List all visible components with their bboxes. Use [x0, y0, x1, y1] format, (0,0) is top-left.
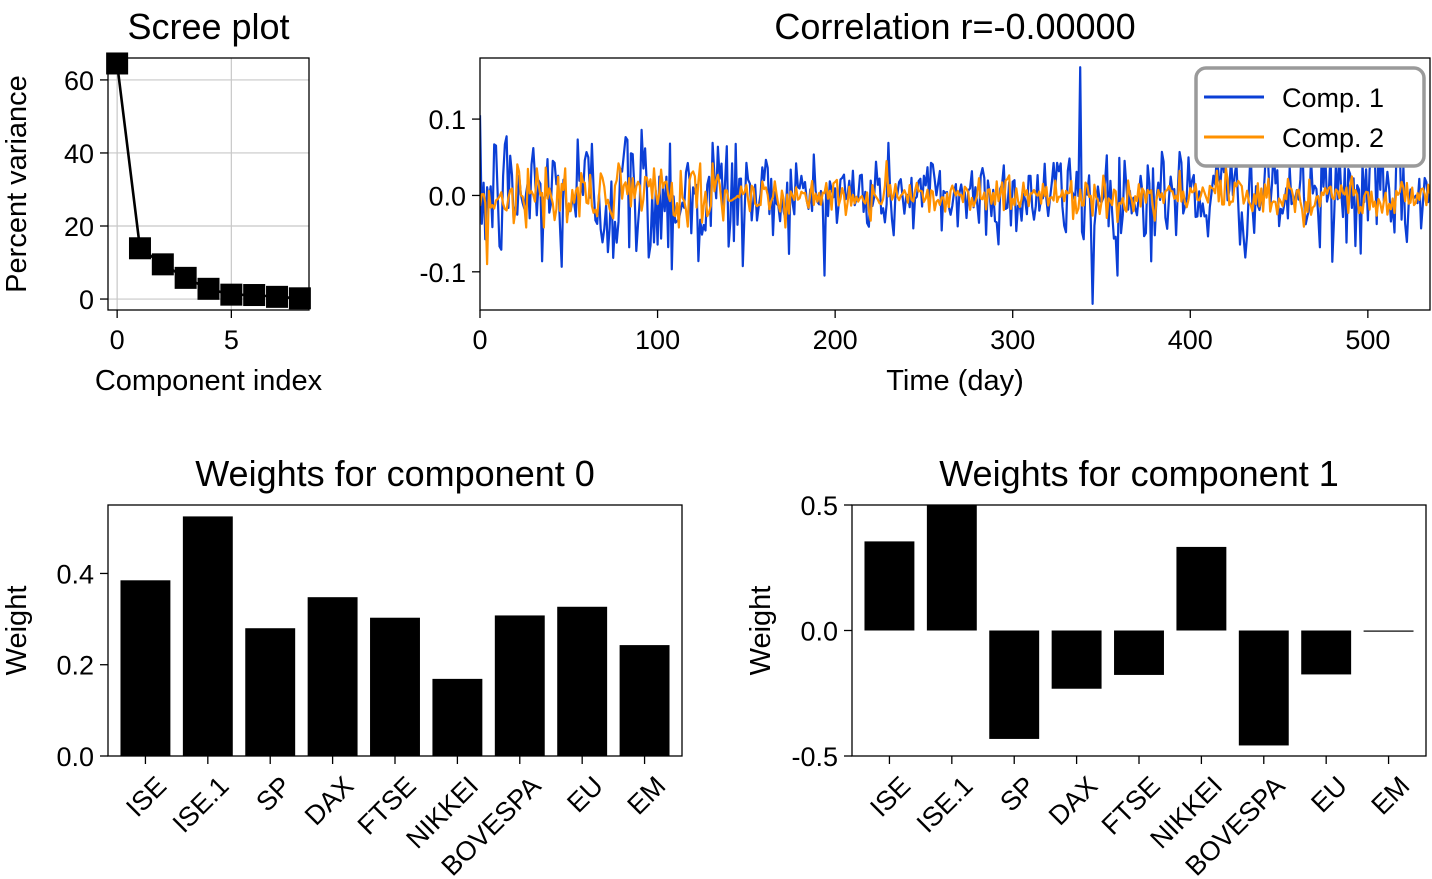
weights1-bar — [926, 505, 977, 631]
legend-box — [1194, 66, 1426, 168]
scree-point — [128, 237, 151, 260]
weights0-plot: Weights for component 0 Weight 0.0 0.2 0.4 IS… — [1, 453, 683, 879]
scree-line — [115, 63, 300, 300]
weights0-x-tick-label: SP — [250, 771, 297, 818]
weights0-bar — [182, 516, 233, 756]
timeseries-axes-frame — [479, 57, 1431, 311]
scree-x-tick-label: 0 — [110, 325, 125, 355]
weights0-bar — [619, 645, 670, 756]
weights1-y-tick-label: -0.5 — [791, 742, 838, 772]
timeseries-y-tick-label: -0.1 — [419, 258, 466, 288]
weights0-x-tick-label: EU — [561, 771, 609, 819]
scree-y-axis-label: Percent variance — [1, 75, 33, 293]
scree-point — [288, 287, 311, 310]
scree-x-tick-label: 5 — [224, 325, 239, 355]
weights1-bar — [989, 630, 1040, 739]
scree-point — [220, 283, 243, 306]
weights0-x-tick-label: DAX — [299, 771, 359, 831]
weights1-bar — [864, 541, 915, 631]
weights1-bar — [1051, 630, 1102, 689]
weights0-bar — [432, 678, 483, 756]
scree-point — [243, 284, 266, 307]
weights0-y-tick-label: 0.2 — [56, 651, 94, 681]
weights0-bar — [120, 580, 171, 756]
weights1-plot: Weights for component 1 Weight -0.5 0.0 0.5 I… — [745, 453, 1427, 879]
scree-y-tick-label: 0 — [79, 285, 94, 315]
timeseries-x-tick-label: 500 — [1345, 325, 1390, 355]
weights1-y-axis-label: Weight — [745, 586, 777, 676]
weights1-x-tick-label: SP — [994, 771, 1041, 818]
weights1-x-tick-label: ISE.1 — [911, 771, 979, 839]
weights1-bar — [1114, 630, 1164, 675]
scree-point — [151, 253, 174, 276]
timeseries-line-2 — [480, 160, 1430, 266]
weights0-y-tick-label: 0.0 — [56, 742, 94, 772]
timeseries-line-1 — [480, 66, 1430, 305]
scree-axes-frame — [107, 57, 310, 311]
weights1-bar — [1301, 630, 1352, 675]
weights0-x-tick-label: ISE.1 — [167, 771, 235, 839]
weights0-x-tick-label: EM — [622, 771, 672, 821]
weights1-x-tick-label: DAX — [1043, 771, 1103, 831]
weights1-bar — [1238, 630, 1289, 746]
weights0-bar — [307, 597, 358, 756]
weights0-y-tick-label: 0.4 — [56, 559, 94, 589]
scree-x-axis-label: Component index — [95, 365, 323, 397]
timeseries-plot: Correlation r=-0.00000 Time (day) -0.1 0.0 0… — [419, 6, 1431, 397]
weights0-bar — [245, 628, 296, 756]
weights0-title: Weights for component 0 — [195, 453, 595, 494]
scree-y-tick-label: 60 — [64, 66, 94, 96]
weights1-x-tick-label: EU — [1305, 771, 1353, 819]
weights1-y-tick-label: 0.0 — [800, 617, 838, 647]
scree-plot: Scree plot Percent variance Component inde… — [1, 6, 323, 397]
weights0-bar — [557, 606, 608, 756]
weights1-bar — [1363, 630, 1414, 632]
weights0-x-tick-label: ISE — [120, 771, 172, 823]
weights0-y-axis-label: Weight — [1, 586, 33, 676]
weights1-x-tick-label: EM — [1366, 771, 1416, 821]
timeseries-x-tick-label: 300 — [990, 325, 1035, 355]
scree-title: Scree plot — [127, 6, 289, 47]
timeseries-x-axis-label: Time (day) — [886, 365, 1024, 397]
weights1-title: Weights for component 1 — [939, 453, 1339, 494]
timeseries-legend: Comp. 1 Comp. 2 — [1194, 66, 1426, 168]
timeseries-y-tick-label: 0.1 — [428, 105, 466, 135]
weights0-bar — [494, 615, 545, 756]
timeseries-title: Correlation r=-0.00000 — [774, 6, 1135, 47]
timeseries-y-tick-label: 0.0 — [428, 181, 466, 211]
timeseries-x-tick-label: 0 — [472, 325, 487, 355]
scree-point — [266, 285, 289, 308]
timeseries-x-tick-label: 200 — [813, 325, 858, 355]
legend-label-2: Comp. 2 — [1282, 123, 1384, 153]
scree-point — [174, 266, 197, 289]
timeseries-x-tick-label: 400 — [1168, 325, 1213, 355]
scree-y-tick-label: 20 — [64, 212, 94, 242]
scree-point — [197, 277, 220, 300]
weights1-y-tick-label: 0.5 — [800, 491, 838, 521]
legend-label-1: Comp. 1 — [1282, 83, 1384, 113]
weights0-bar — [370, 617, 420, 756]
scree-point — [106, 52, 129, 75]
scree-y-tick-label: 40 — [64, 139, 94, 169]
weights1-bar — [1176, 546, 1227, 631]
timeseries-x-tick-label: 100 — [635, 325, 680, 355]
weights1-x-tick-label: ISE — [864, 771, 916, 823]
